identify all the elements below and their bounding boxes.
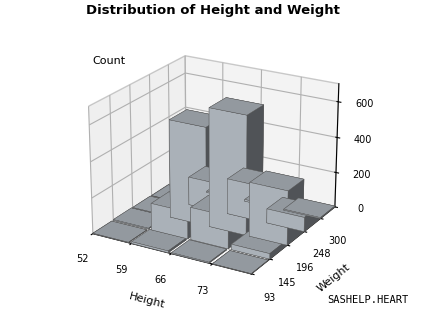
Text: SASHELP.HEART: SASHELP.HEART xyxy=(327,295,408,305)
Title: Distribution of Height and Weight: Distribution of Height and Weight xyxy=(85,4,340,17)
X-axis label: Height: Height xyxy=(128,291,166,310)
Y-axis label: Weight: Weight xyxy=(315,262,351,294)
Text: Count: Count xyxy=(92,56,125,66)
